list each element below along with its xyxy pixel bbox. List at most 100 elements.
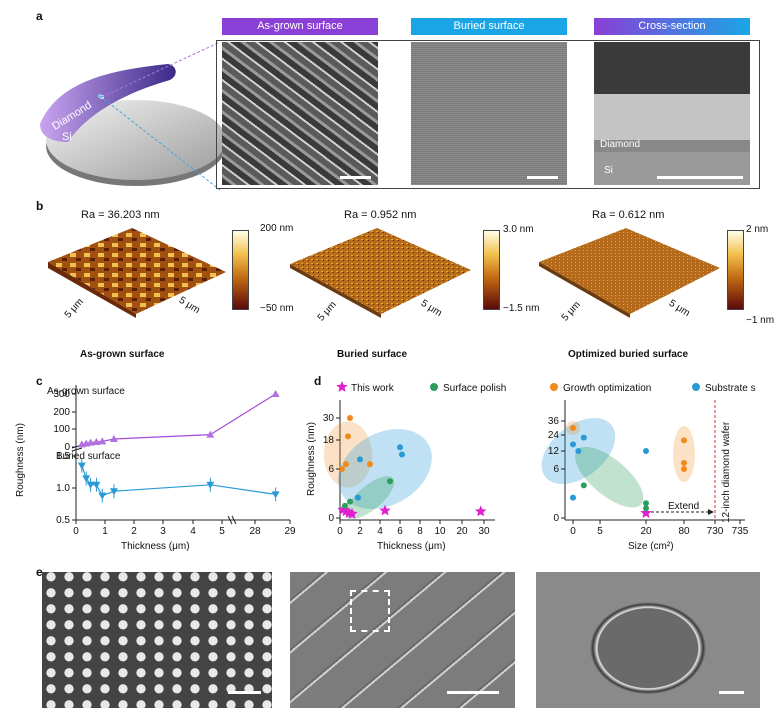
d-left-x-tick-label: 8 <box>417 526 423 537</box>
wafer-illustration <box>40 42 226 191</box>
d-left-x-tick-label: 10 <box>434 526 446 537</box>
d-left-x-tick-label: 6 <box>397 526 403 537</box>
c-buried-point <box>271 491 280 499</box>
d-left-y-tick-label: 6 <box>328 464 334 475</box>
literature-point <box>355 494 361 501</box>
c-top-tick-label: 300 <box>53 389 70 400</box>
header-as-grown: As-grown surface <box>222 18 378 35</box>
literature-point <box>643 500 649 507</box>
d-left-x-tick-label: 4 <box>377 526 383 537</box>
d-right-y-tick-label: 6 <box>553 464 559 475</box>
literature-point <box>357 456 363 463</box>
colorbar-2 <box>483 230 500 310</box>
sem-single-ring-image <box>536 572 760 708</box>
d-left-xlabel: Thickness (μm) <box>377 541 446 552</box>
d-right-x-tick-label: 735 <box>732 526 749 537</box>
c-top-tick-label: 200 <box>53 407 70 418</box>
c-bottom-tick-label: 0.5 <box>56 515 70 526</box>
cbar3-max: 2 nm <box>746 224 769 235</box>
cbar1-max: 200 nm <box>260 223 294 234</box>
this-work-star <box>346 507 358 519</box>
literature-point <box>643 505 649 512</box>
d-left-x-tick-label: 0 <box>337 526 343 537</box>
legend-star-icon <box>336 381 348 392</box>
c-x-tick-label: 0 <box>73 526 79 537</box>
c-as-grown-point <box>92 438 101 446</box>
literature-point <box>347 415 353 421</box>
wafer-si-label: Si <box>62 131 72 143</box>
literature-point <box>681 437 687 444</box>
d-right-y-tick-label: 24 <box>548 430 560 441</box>
literature-point <box>643 448 649 454</box>
c-ylabel: Roughness (nm) <box>15 423 26 497</box>
d-right-xlabel: Size (cm²) <box>628 541 674 552</box>
sem-buried-image <box>411 42 567 185</box>
ra-value-2: Ra = 0.952 nm <box>344 209 417 221</box>
c-buried-point <box>109 488 118 496</box>
c-buried-point <box>77 462 86 470</box>
c-as-grown-line <box>81 393 276 445</box>
d-left-x-tick-label: 2 <box>357 526 363 537</box>
sem-pillar-array-image <box>42 572 272 708</box>
afm-title-3: Optimized buried surface <box>568 349 689 360</box>
header-cross-section: Cross-section <box>594 18 750 35</box>
c-buried-point <box>92 481 101 489</box>
colorbar-1 <box>232 230 249 310</box>
scale-bar <box>657 176 743 179</box>
d-extend-label: Extend <box>668 501 700 512</box>
scale-bar <box>527 176 558 179</box>
growth-region <box>324 421 372 488</box>
c-buried-point <box>98 492 107 500</box>
literature-point <box>397 444 403 451</box>
c-bottom-tick-label: 1.5 <box>56 451 70 462</box>
legend-label: This work <box>351 383 395 394</box>
c-as-grown-point <box>206 430 215 438</box>
afm-buried-image <box>290 228 471 318</box>
ra-value-1: Ra = 36.203 nm <box>81 209 160 221</box>
legend-marker <box>550 383 558 391</box>
d-left-x-tick-label: 20 <box>456 526 468 537</box>
panel-label-e: e <box>36 565 43 579</box>
this-work-star <box>475 505 487 517</box>
panel-label-a: a <box>36 9 43 23</box>
d-right-y-tick-label: 12 <box>548 446 560 457</box>
panel-label-b: b <box>36 199 44 213</box>
cross-diamond-label: Diamond <box>600 139 641 150</box>
panel-label-c: c <box>36 374 43 388</box>
d-right-x-tick-label: 0 <box>570 526 576 537</box>
d-left-y-tick-label: 0 <box>328 513 334 524</box>
d-right-x-tick-label: 730 <box>707 526 724 537</box>
cbar2-min: −1.5 nm <box>503 303 540 314</box>
ra-value-3: Ra = 0.612 nm <box>592 209 665 221</box>
literature-point <box>580 482 587 489</box>
panel-label-d: d <box>314 374 322 388</box>
d-ylabel: Roughness (nm) <box>306 422 317 496</box>
c-as-grown-point <box>86 438 95 446</box>
c-as-grown-point <box>109 435 118 443</box>
c-x-tick-label: 4 <box>190 526 196 537</box>
d-right-x-tick-label: 5 <box>597 526 603 537</box>
literature-point <box>343 461 349 468</box>
c-top-tick-label: 100 <box>53 424 70 435</box>
c-x-tick-label: 5 <box>219 526 225 537</box>
scale-bar <box>447 691 499 694</box>
c-x-tick-label: 1 <box>102 526 108 537</box>
c-x-tick-label: 2 <box>131 526 137 537</box>
d-wafer-label: 12-inch diamond wafer <box>721 421 732 523</box>
literature-point <box>570 441 576 448</box>
literature-point <box>575 448 582 454</box>
cbar1-min: −50 nm <box>260 303 294 314</box>
growth-region <box>673 426 695 482</box>
polish-region <box>345 476 395 519</box>
c-as-grown-point <box>98 437 107 445</box>
legend-marker <box>692 383 700 391</box>
c-x-tick-label: 29 <box>284 526 296 537</box>
this-work-star <box>379 504 391 516</box>
cross-si-label: Si <box>604 165 613 176</box>
d-legend: This work Surface polish Growth optimizati… <box>336 381 756 394</box>
d-right-x-tick-label: 80 <box>678 526 690 537</box>
c-top-tick-label: 0 <box>64 442 70 453</box>
zoom-box <box>350 590 390 632</box>
d-left-y-tick-label: 30 <box>323 413 335 424</box>
